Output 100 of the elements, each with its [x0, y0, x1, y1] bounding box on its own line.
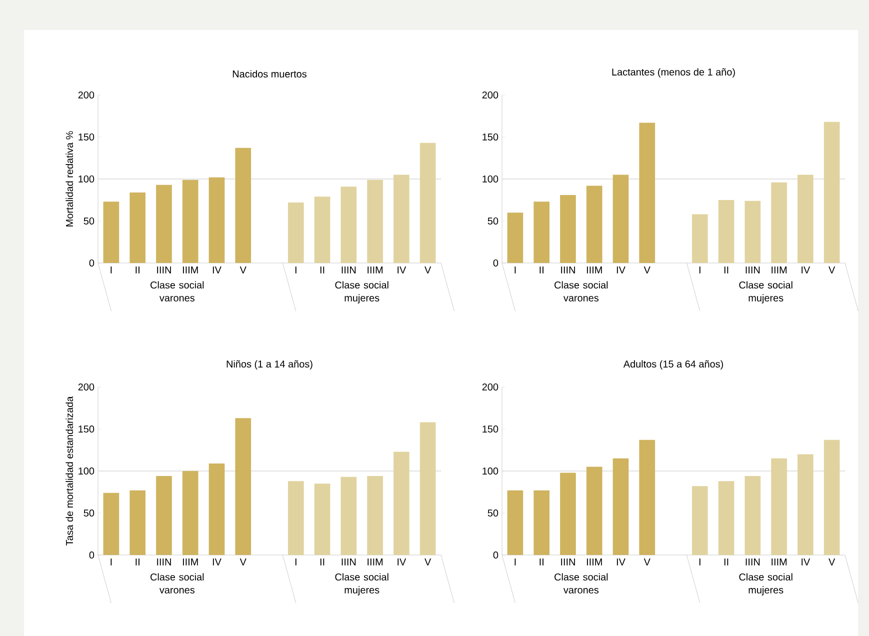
bar: [718, 481, 734, 556]
bar: [420, 142, 436, 264]
x-tick-label: IIIM: [772, 266, 787, 274]
x-tick-label: V: [828, 266, 836, 274]
chart-title: Nacidos muertos: [232, 70, 306, 78]
bar: [288, 481, 304, 556]
bar: [744, 200, 761, 264]
y-tick-label: 0: [493, 259, 498, 267]
x-tick-label: IIIN: [157, 266, 171, 274]
series-label: Clase social varones: [150, 573, 204, 594]
x-tick-label: IIIN: [342, 558, 356, 566]
x-tick-label: II: [320, 558, 324, 566]
x-tick-label: V: [644, 558, 650, 566]
y-tick-label: 150: [482, 425, 498, 433]
x-tick-label: I: [295, 266, 296, 274]
bar: [182, 180, 198, 264]
bar: [103, 492, 120, 556]
bar: [798, 454, 814, 556]
y-axis-title: Tasa de mortalidad estandarizada: [66, 396, 74, 546]
series-label: Clase social mujeres: [335, 573, 388, 596]
x-tick-label: I: [295, 558, 296, 566]
x-tick-label: II: [724, 558, 728, 566]
bar: [639, 440, 656, 556]
y-tick-label: 200: [78, 91, 94, 99]
x-tick-label: IIIM: [772, 558, 787, 566]
bar: [824, 122, 840, 264]
x-tick-label: II: [540, 266, 544, 274]
bar: [718, 200, 734, 264]
bar: [130, 192, 146, 264]
y-tick-label: 100: [78, 467, 94, 475]
x-tick-label: V: [240, 266, 246, 274]
x-tick-label: IV: [212, 558, 222, 566]
bar: [612, 458, 629, 556]
x-tick-label: IIIM: [368, 266, 383, 274]
bar: [340, 476, 357, 556]
bar: [507, 212, 524, 264]
bar: [612, 174, 629, 264]
x-tick-label: IIIM: [586, 558, 602, 566]
x-tick-label: IIIN: [746, 266, 760, 274]
chart-title: Adultos (15 a 64 años): [623, 360, 723, 370]
x-tick-label: IV: [398, 558, 406, 566]
bar: [182, 471, 198, 556]
y-tick-label: 200: [482, 383, 498, 391]
y-axis-title: Mortalidad redativa %: [66, 131, 74, 226]
bar: [639, 122, 656, 264]
y-tick-label: 150: [482, 133, 498, 141]
series-label: Clase social varones: [554, 281, 608, 302]
bar: [340, 186, 357, 264]
bar: [744, 476, 761, 556]
bar: [586, 186, 602, 264]
x-tick-label: IV: [616, 266, 626, 274]
bar: [420, 422, 436, 556]
x-tick-label: II: [320, 266, 324, 274]
y-tick-label: 50: [488, 217, 498, 225]
bar: [534, 490, 550, 556]
x-tick-label: I: [514, 266, 516, 274]
chart-title: Lactantes (menos de 1 año): [612, 68, 735, 78]
y-tick-label: 50: [488, 509, 498, 517]
y-tick-label: 0: [89, 259, 94, 267]
bar: [394, 452, 410, 556]
x-tick-label: IIIM: [182, 266, 198, 274]
bar: [560, 194, 576, 264]
x-tick-label: I: [110, 266, 112, 274]
y-tick-label: 0: [493, 551, 498, 559]
series-label: Clase social mujeres: [335, 281, 388, 304]
bar: [156, 184, 172, 264]
bar: [208, 463, 225, 556]
x-tick-label: I: [699, 266, 700, 274]
y-tick-label: 100: [78, 175, 94, 183]
series-label: Clase social mujeres: [739, 573, 792, 596]
x-tick-label: IIIM: [368, 558, 383, 566]
y-tick-label: 50: [84, 509, 94, 517]
x-tick-label: IIIM: [182, 558, 198, 566]
x-tick-label: IV: [802, 266, 810, 274]
x-tick-label: IIIM: [586, 266, 602, 274]
x-tick-label: IIIN: [746, 558, 760, 566]
bar: [156, 476, 172, 556]
x-tick-label: IIIN: [157, 558, 171, 566]
x-tick-label: V: [424, 558, 432, 566]
x-tick-label: II: [136, 558, 140, 566]
bar: [314, 484, 330, 556]
bar: [692, 214, 708, 264]
x-tick-label: IIIN: [342, 266, 356, 274]
x-tick-label: I: [110, 558, 112, 566]
bar: [771, 458, 787, 556]
bar: [103, 202, 120, 264]
x-tick-label: I: [699, 558, 700, 566]
bar: [798, 174, 814, 264]
x-tick-label: I: [514, 558, 516, 566]
x-tick-label: V: [424, 266, 432, 274]
y-tick-label: 200: [482, 91, 498, 99]
x-tick-label: II: [724, 266, 728, 274]
x-tick-label: IV: [802, 558, 810, 566]
series-label: Clase social mujeres: [739, 281, 792, 304]
bar: [367, 180, 383, 264]
bar: [507, 490, 524, 556]
series-label: Clase social varones: [554, 573, 608, 594]
bar: [586, 466, 602, 556]
x-tick-label: V: [644, 266, 650, 274]
x-tick-label: II: [136, 266, 140, 274]
